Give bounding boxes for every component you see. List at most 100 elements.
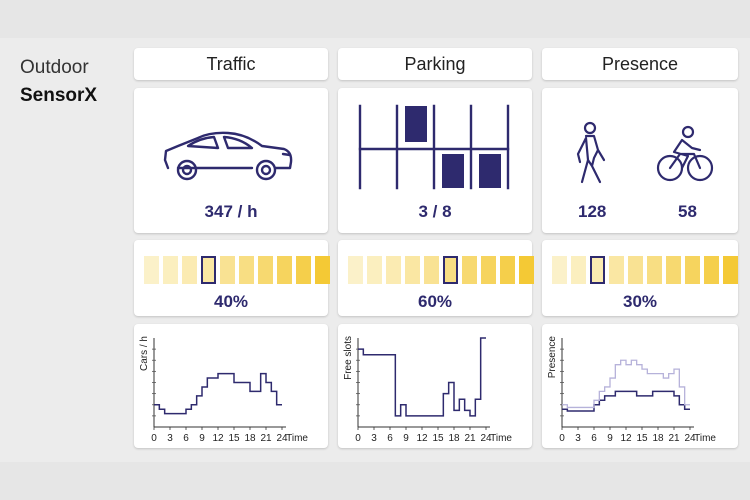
x-tick-label: 21 — [260, 433, 272, 444]
parking-header[interactable]: Parking — [338, 48, 532, 80]
traffic-level-scale — [144, 256, 330, 284]
brand-name: SensorX — [20, 85, 98, 106]
pedestrian-icon — [576, 121, 606, 184]
level-segment — [685, 256, 700, 284]
x-tick-label: 24 — [276, 433, 288, 444]
cyclist-count: 58 — [678, 202, 697, 221]
level-segment — [704, 256, 719, 284]
y-axis-label: Cars / h — [139, 336, 150, 371]
traffic-level-percent: 40% — [213, 292, 249, 311]
traffic-header[interactable]: Traffic — [134, 48, 328, 80]
series-line-0 — [154, 372, 282, 415]
parking-level-card[interactable]: 60% — [338, 240, 534, 316]
pedestrian-count: 128 — [578, 202, 607, 221]
presence-chart-card[interactable]: 0 3 6 9 12 15 18 21 24 Time Presence — [542, 324, 738, 448]
level-segment — [462, 256, 477, 284]
x-tick-label: 6 — [591, 433, 597, 444]
x-tick-label: 3 — [371, 433, 377, 444]
level-segment — [315, 256, 330, 284]
traffic-card[interactable]: 347 / h — [134, 88, 328, 233]
y-axis-label: Presence — [547, 336, 558, 379]
level-segment — [571, 256, 586, 284]
x-tick-label: 18 — [652, 433, 664, 444]
parking-card[interactable]: 3 / 8 — [338, 88, 532, 233]
parking-lot-icon — [358, 104, 510, 190]
level-segment-selected — [590, 256, 605, 284]
parking-level-scale — [348, 256, 534, 284]
level-segment — [239, 256, 254, 284]
level-segment — [666, 256, 681, 284]
x-tick-label: 18 — [448, 433, 460, 444]
level-segment — [519, 256, 534, 284]
cyclist-icon — [656, 125, 714, 182]
x-tick-label: 6 — [387, 433, 393, 444]
level-segment — [220, 256, 235, 284]
level-segment — [296, 256, 311, 284]
level-segment — [182, 256, 197, 284]
car-icon — [163, 131, 293, 181]
x-tick-label: 9 — [199, 433, 205, 444]
x-axis-label: Time — [286, 433, 308, 444]
parking-title: Parking — [404, 53, 466, 74]
x-tick-label: 0 — [355, 433, 361, 444]
x-tick-label: 21 — [464, 433, 476, 444]
level-segment — [609, 256, 624, 284]
x-tick-label: 24 — [684, 433, 696, 444]
level-segment — [647, 256, 662, 284]
level-segment — [277, 256, 292, 284]
level-segment — [552, 256, 567, 284]
x-tick-label: 0 — [559, 433, 565, 444]
traffic-level-card[interactable]: 40% — [134, 240, 330, 316]
parking-chart-card[interactable]: 0 3 6 9 12 15 18 21 24 Time Free slots — [338, 324, 532, 448]
x-axis-label: Time — [694, 433, 716, 444]
x-tick-label: 6 — [183, 433, 189, 444]
parking-free-slots: 3 / 8 — [418, 202, 452, 221]
x-tick-label: 3 — [575, 433, 581, 444]
traffic-chart-card[interactable]: 0 3 6 9 12 15 18 21 24 Time Cars / h — [134, 324, 328, 448]
x-tick-label: 9 — [403, 433, 409, 444]
parking-level-percent: 60% — [417, 292, 453, 311]
brand: Outdoor SensorX — [20, 56, 97, 108]
presence-level-percent: 30% — [622, 292, 658, 311]
x-tick-label: 24 — [480, 433, 492, 444]
x-axis-label: Time — [490, 433, 512, 444]
x-tick-label: 9 — [607, 433, 613, 444]
presence-card[interactable]: 128 58 — [542, 88, 738, 233]
level-segment — [386, 256, 401, 284]
level-segment — [367, 256, 382, 284]
x-tick-label: 12 — [212, 433, 224, 444]
occupied-slot — [442, 154, 464, 188]
level-segment — [628, 256, 643, 284]
x-tick-label: 0 — [151, 433, 157, 444]
level-segment — [348, 256, 363, 284]
level-segment — [405, 256, 420, 284]
presence-title: Presence — [601, 53, 679, 74]
presence-header[interactable]: Presence — [542, 48, 738, 80]
x-tick-label: 12 — [416, 433, 428, 444]
series-line-1 — [562, 359, 690, 409]
level-segment — [723, 256, 738, 284]
x-tick-label: 15 — [432, 433, 444, 444]
series-line-0 — [358, 337, 486, 417]
presence-level-scale — [552, 256, 738, 284]
level-segment — [163, 256, 178, 284]
level-segment-selected — [201, 256, 216, 284]
level-segment-selected — [443, 256, 458, 284]
x-tick-label: 15 — [228, 433, 240, 444]
x-tick-label: 18 — [244, 433, 256, 444]
series-line-0 — [562, 390, 690, 412]
brand-subtitle: Outdoor — [20, 57, 89, 78]
x-tick-label: 12 — [620, 433, 632, 444]
level-segment — [144, 256, 159, 284]
level-segment — [424, 256, 439, 284]
presence-level-card[interactable]: 30% — [542, 240, 738, 316]
y-axis-label: Free slots — [343, 336, 354, 380]
x-tick-label: 3 — [167, 433, 173, 444]
x-tick-label: 21 — [668, 433, 680, 444]
level-segment — [500, 256, 515, 284]
x-tick-label: 15 — [636, 433, 648, 444]
occupied-slot — [405, 106, 427, 142]
